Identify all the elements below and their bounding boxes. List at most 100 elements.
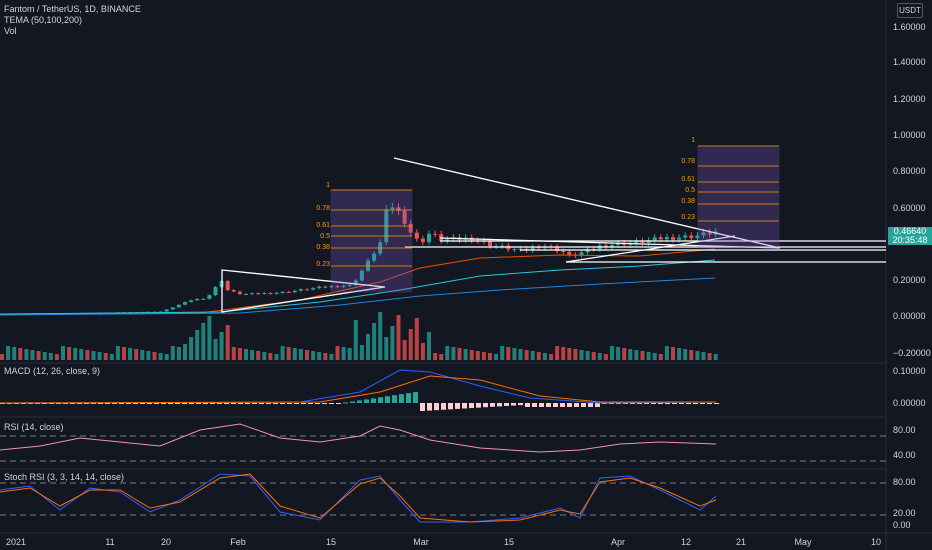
macd-histogram-bar — [294, 403, 299, 404]
volume-bar — [463, 349, 468, 360]
candle-body — [555, 246, 560, 251]
volume-bar — [292, 348, 297, 360]
symbol-title[interactable]: Fantom / TetherUS, 1D, BINANCE — [4, 4, 141, 14]
macd-histogram-bar — [84, 403, 89, 404]
fib-right-level: 1 — [691, 137, 695, 144]
volume-bar — [683, 349, 688, 360]
volume-bar — [0, 354, 4, 360]
price-tick: 1.40000 — [893, 57, 926, 67]
volume-bar — [158, 353, 163, 360]
macd-histogram-bar — [588, 403, 593, 407]
stoch-tick: 20.00 — [893, 508, 916, 518]
time-tick: 12 — [680, 537, 692, 547]
volume-bar — [250, 350, 255, 360]
volume-bar — [244, 349, 248, 360]
rsi-tick: 80.00 — [893, 425, 916, 435]
candle-body — [658, 237, 663, 240]
candle-body — [561, 250, 566, 252]
macd-histogram-bar — [287, 403, 292, 404]
candle-body — [170, 307, 175, 310]
candle-body — [396, 207, 401, 211]
macd-histogram-bar — [385, 396, 390, 403]
volume-bar — [24, 349, 29, 360]
macd-histogram-bar — [546, 403, 551, 407]
macd-histogram-bar — [49, 403, 54, 404]
macd-histogram-bar — [28, 403, 33, 404]
macd-histogram-bar — [224, 403, 229, 404]
candle-body — [518, 248, 523, 250]
rsi-pane — [0, 423, 886, 462]
candle-body — [488, 241, 492, 247]
volume-bar — [262, 352, 267, 360]
candle-body — [280, 291, 285, 293]
time-tick: 11 — [105, 537, 115, 547]
volume-bar — [384, 337, 389, 360]
volume-bar — [18, 348, 23, 360]
macd-histogram-bar — [518, 403, 523, 406]
macd-line — [0, 369, 717, 404]
volume-bar — [445, 346, 450, 360]
currency-badge[interactable]: USDT — [897, 3, 923, 18]
macd-histogram-bar — [189, 403, 194, 404]
fib-right-level: 0.61 — [681, 176, 695, 183]
macd-histogram-bar — [217, 403, 222, 404]
macd-histogram-bar — [651, 403, 656, 404]
candle-body — [402, 210, 407, 224]
volume-bar — [512, 348, 517, 360]
macd-histogram-bar — [280, 403, 285, 404]
macd-histogram-bar — [399, 394, 404, 403]
candle-body — [341, 285, 346, 287]
candle-body — [329, 286, 334, 288]
candle-body — [286, 291, 291, 293]
volume-bar — [372, 323, 377, 360]
macd-histogram-bar — [245, 403, 250, 404]
stoch-k-line — [0, 473, 717, 523]
fib-right-level: 0.78 — [681, 158, 695, 165]
time-tick: 15 — [503, 537, 515, 547]
price-tick: 1.20000 — [893, 94, 926, 104]
macd-histogram-bar — [581, 403, 586, 407]
macd-histogram-bar — [168, 403, 173, 404]
tema-legend[interactable]: TEMA (50,100,200) — [4, 15, 83, 25]
volume-bar — [457, 348, 462, 360]
ascending-trendline — [565, 235, 736, 263]
volume-bar — [274, 354, 279, 360]
rsi-title[interactable]: RSI (14, close) — [4, 422, 64, 432]
candle-body — [512, 249, 517, 251]
volume-bar — [152, 352, 157, 360]
volume-bar — [54, 354, 59, 360]
candle-body — [408, 223, 413, 233]
volume-bar — [396, 315, 401, 360]
volume-bar — [30, 350, 35, 360]
volume-bar — [311, 351, 316, 360]
price-tick: 0.00000 — [893, 311, 926, 321]
macd-histogram-bar — [210, 403, 215, 404]
volume-bar — [603, 354, 608, 360]
fib-right-level: 0.5 — [685, 187, 695, 194]
volume-bar — [622, 348, 627, 360]
candle-body — [603, 245, 608, 248]
volume-bar — [140, 350, 145, 360]
candle-body — [353, 280, 358, 285]
macd-histogram-bar — [308, 403, 313, 404]
volume-bar — [689, 350, 694, 360]
volume-bar — [341, 347, 346, 360]
volume-bar — [61, 346, 65, 360]
candle-body — [213, 287, 218, 296]
candle-body — [671, 237, 675, 240]
candle-body — [347, 284, 352, 286]
volume-bar — [79, 349, 84, 360]
volume-bar — [170, 346, 175, 360]
volume-legend[interactable]: Vol — [4, 26, 17, 36]
volume-bar — [475, 351, 480, 360]
volume-bar — [646, 352, 651, 360]
main-pane-drawings — [0, 145, 886, 360]
macd-title[interactable]: MACD (12, 26, close, 9) — [4, 366, 101, 376]
volume-bar — [561, 347, 566, 360]
volume-bar — [488, 353, 492, 360]
candle-body — [225, 281, 230, 291]
volume-bar — [378, 312, 383, 360]
candle-body — [335, 286, 340, 288]
stoch-title[interactable]: Stoch RSI (3, 3, 14, 14, close) — [4, 472, 125, 482]
